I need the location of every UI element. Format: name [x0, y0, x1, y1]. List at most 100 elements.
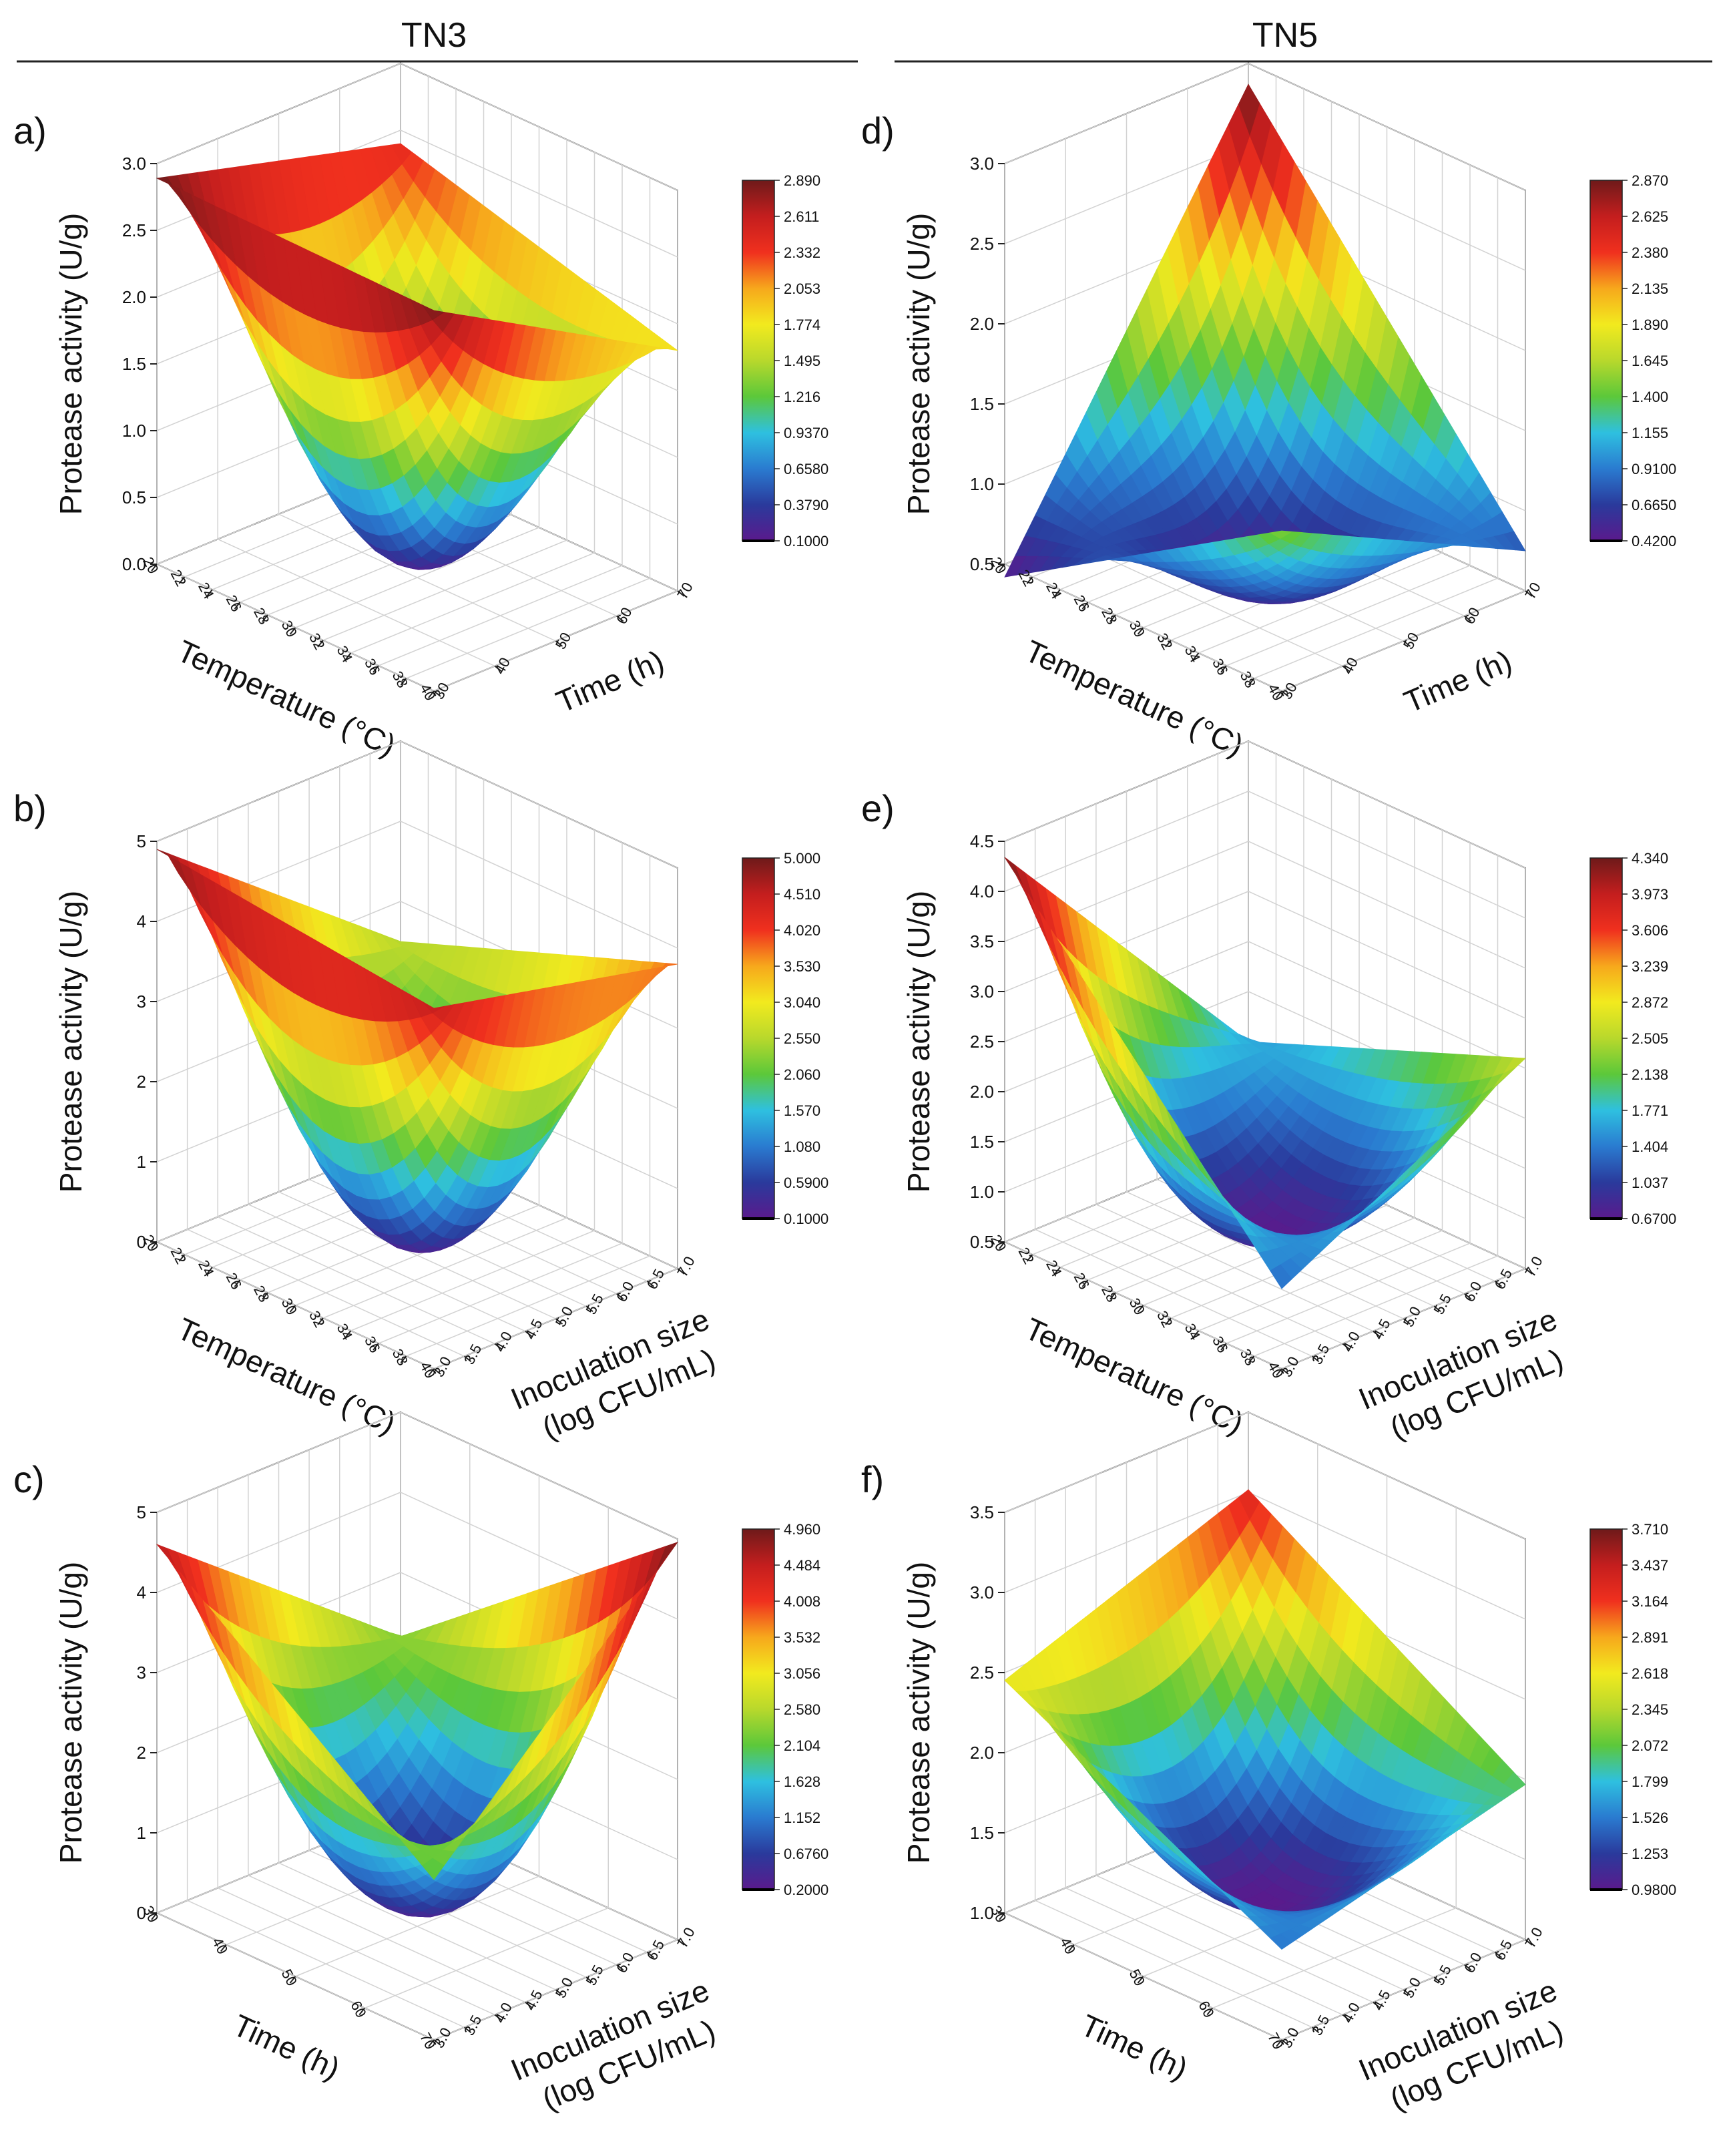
- colorbar-tick-label: 1.037: [1632, 1174, 1668, 1191]
- z-tick-label: 1.0: [970, 474, 994, 494]
- panel-letter: d): [861, 110, 895, 152]
- z-tick-label: 2.5: [970, 1032, 994, 1052]
- z-tick-label: 0.0: [122, 554, 146, 574]
- colorbar-tick-label: 3.056: [784, 1665, 820, 1682]
- panel-letter: b): [13, 787, 47, 829]
- colorbar-tick-label: 1.253: [1632, 1846, 1668, 1862]
- y-tick: [646, 1951, 654, 1958]
- colorbar-tick-label: 2.870: [1632, 172, 1668, 189]
- colorbar-tick-label: 3.973: [1632, 886, 1668, 903]
- z-tick-label: 1.5: [970, 394, 994, 414]
- y-tick-label: 40: [491, 654, 514, 676]
- z-tick-label: 1: [137, 1823, 146, 1843]
- y-tick: [616, 615, 624, 622]
- y-tick-label: 6.5: [1491, 1937, 1515, 1963]
- colorbar-tick-label: 2.053: [784, 280, 820, 297]
- x-tick: [1276, 690, 1282, 698]
- z-tick-label: 2.0: [122, 287, 146, 307]
- y-tick-label: 5.0: [1400, 1975, 1424, 2001]
- z-tick-label: 2.5: [122, 220, 146, 240]
- panel-letter: a): [13, 110, 47, 152]
- y-tick-label: 3.5: [1308, 1341, 1332, 1367]
- y-gridline: [186, 1500, 465, 2028]
- column-headers: TN3 TN5: [17, 16, 1712, 63]
- colorbar-tick-label: 1.495: [784, 353, 820, 369]
- y-gridline: [308, 1450, 587, 1978]
- y-tick: [464, 1355, 472, 1363]
- colorbar-tick-label: 3.040: [784, 994, 820, 1011]
- z-axis: 0 1 2 3 4 5 Protease activity (U/g): [53, 1502, 157, 1923]
- colorbar-tick-label: 1.152: [784, 1809, 820, 1826]
- x-tick: [373, 1343, 379, 1351]
- colorbar-tick-label: 2.060: [784, 1066, 820, 1083]
- x-tick: [178, 1254, 186, 1262]
- colorbar: 3.710 3.437 3.164 2.891 2.618 2.345 2.072 1.799…: [1589, 1521, 1676, 1898]
- colorbar-tick-label: 5.000: [784, 850, 820, 867]
- surface-cell: [422, 1001, 445, 1014]
- colorbar-scale: [1589, 180, 1623, 542]
- y-tick: [585, 1976, 593, 1984]
- colorbar-tick-label: 0.6760: [784, 1846, 828, 1862]
- y-axis-label: Time (h): [551, 643, 669, 719]
- z-tick-label: 3.0: [122, 154, 146, 174]
- x-tick: [373, 665, 379, 673]
- colorbar-tick-label: 2.618: [1632, 1665, 1668, 1682]
- colorbar-tick-label: 2.891: [1632, 1629, 1668, 1646]
- response-surface: [1004, 83, 1526, 604]
- y-tick-label: 6.0: [1461, 1950, 1485, 1976]
- y-tick: [464, 2026, 472, 2034]
- y-tick: [433, 2039, 441, 2046]
- y-tick: [433, 1368, 441, 1375]
- colorbar-scale: [742, 857, 775, 1219]
- colorbar-tick-label: 3.710: [1632, 1521, 1668, 1538]
- colorbar-tick-label: 0.6650: [1632, 497, 1676, 513]
- colorbar-tick-label: 0.9370: [784, 425, 828, 441]
- colorbar-tick-label: 1.216: [784, 389, 820, 405]
- z-tick-label: 3.0: [970, 982, 994, 1002]
- y-axis-label: Time (h): [1399, 643, 1517, 719]
- y-tick: [525, 1330, 533, 1337]
- z-axis-label: Protease activity (U/g): [53, 213, 88, 515]
- colorbar-tick-label: 3.437: [1632, 1557, 1668, 1574]
- x-tick: [428, 2039, 435, 2047]
- colorbar-tick-label: 2.332: [784, 244, 820, 261]
- x-tick: [178, 576, 186, 584]
- y-tick-label: 4.0: [491, 1329, 515, 1355]
- y-tick: [494, 665, 502, 672]
- colorbar-tick-label: 1.771: [1632, 1102, 1668, 1119]
- x-tick: [1026, 576, 1033, 584]
- colorbar-tick-label: 0.1000: [784, 533, 828, 550]
- colorbar-tick-label: 0.6580: [784, 461, 828, 477]
- panel-a: a) 0.0 0.5 1.0 1.5 2.0 2.5 3.0 Protease activity…: [13, 62, 828, 763]
- z-tick-label: 2.0: [970, 314, 994, 334]
- colorbar-tick-label: 4.960: [784, 1521, 820, 1538]
- z-tick-label: 3.0: [970, 1582, 994, 1602]
- y-tick-label: 50: [1400, 630, 1423, 652]
- colorbar: 2.870 2.625 2.380 2.135 1.890 1.645 1.400 1.155…: [1589, 172, 1676, 550]
- z-tick-label: 4.0: [970, 881, 994, 901]
- colorbar-tick-label: 1.645: [1632, 353, 1668, 369]
- z-axis: 0.0 0.5 1.0 1.5 2.0 2.5 3.0 Protease activity (…: [53, 154, 157, 574]
- z-tick-label: 2.0: [970, 1743, 994, 1763]
- z-tick-label: 0.5: [122, 487, 146, 507]
- y-tick-label: 6.0: [613, 1950, 637, 1976]
- y-tick: [494, 1343, 502, 1350]
- panel-letter: f): [861, 1458, 884, 1500]
- x-tick: [289, 1305, 296, 1313]
- y-gridline: [186, 829, 465, 1357]
- y-tick: [677, 1939, 685, 1946]
- z-gridline: [156, 740, 678, 869]
- y-tick-label: 4.0: [1339, 2000, 1363, 2026]
- y-tick-label: 6.5: [644, 1266, 668, 1292]
- y-tick-label: 5.0: [552, 1304, 576, 1330]
- colorbar-tick-label: 3.530: [784, 958, 820, 975]
- colorbar-tick-label: 3.239: [1632, 958, 1668, 975]
